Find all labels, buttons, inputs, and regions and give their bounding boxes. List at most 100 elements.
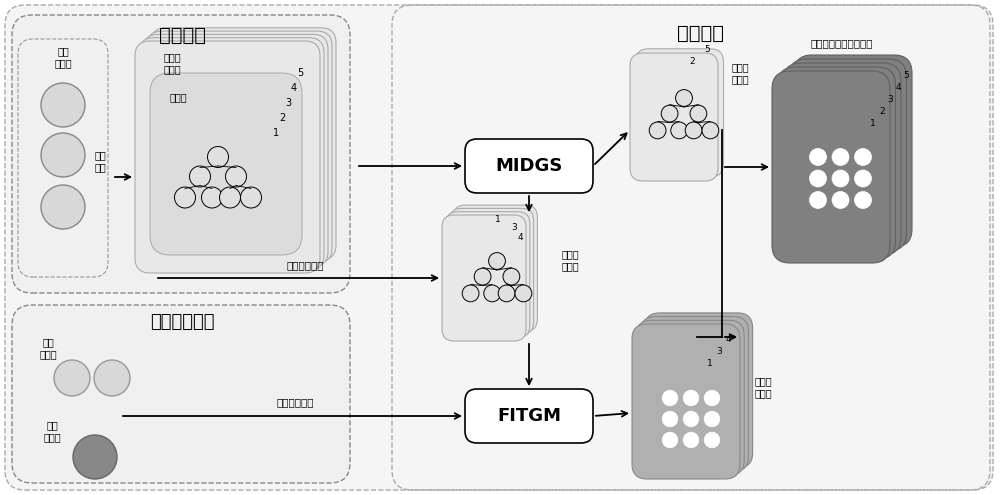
FancyBboxPatch shape (636, 320, 744, 475)
Text: 行为识
别模型: 行为识 别模型 (163, 52, 181, 74)
Circle shape (662, 432, 678, 448)
Text: 1: 1 (273, 128, 279, 138)
FancyBboxPatch shape (5, 5, 993, 490)
Circle shape (704, 432, 720, 448)
Circle shape (515, 285, 532, 302)
Circle shape (462, 285, 479, 302)
FancyBboxPatch shape (12, 15, 350, 293)
Text: 5: 5 (903, 71, 909, 81)
Circle shape (704, 411, 720, 427)
Text: 新增
传感器: 新增 传感器 (43, 420, 61, 442)
Circle shape (503, 268, 520, 285)
FancyBboxPatch shape (636, 49, 724, 177)
FancyBboxPatch shape (630, 53, 718, 181)
FancyBboxPatch shape (446, 212, 530, 338)
Text: 4: 4 (291, 83, 297, 93)
Text: 1: 1 (707, 358, 713, 367)
Text: 模型构建: 模型构建 (158, 26, 206, 45)
FancyBboxPatch shape (151, 28, 336, 260)
FancyBboxPatch shape (453, 205, 537, 331)
Text: 5: 5 (297, 68, 303, 78)
Circle shape (683, 411, 699, 427)
Circle shape (662, 390, 678, 406)
Circle shape (649, 122, 666, 139)
Text: 初始
传感器: 初始 传感器 (39, 337, 57, 359)
FancyBboxPatch shape (139, 38, 324, 270)
Circle shape (685, 122, 702, 139)
FancyBboxPatch shape (465, 389, 593, 443)
Circle shape (810, 170, 826, 187)
Circle shape (854, 170, 871, 187)
Circle shape (208, 147, 229, 167)
Circle shape (810, 192, 826, 208)
Text: 更新后
决策树: 更新后 决策树 (755, 376, 773, 398)
Text: 4: 4 (895, 84, 901, 93)
Circle shape (690, 105, 707, 122)
Circle shape (702, 122, 719, 139)
FancyBboxPatch shape (783, 63, 901, 255)
Text: 未更新
决策树: 未更新 决策树 (732, 62, 750, 84)
Circle shape (676, 90, 692, 106)
Text: 第一增量数据: 第一增量数据 (286, 260, 324, 270)
Circle shape (54, 360, 90, 396)
Circle shape (73, 435, 117, 479)
Text: 3: 3 (716, 346, 722, 355)
Circle shape (683, 390, 699, 406)
Text: 2: 2 (879, 107, 885, 116)
FancyBboxPatch shape (450, 208, 534, 335)
Circle shape (220, 187, 241, 208)
Circle shape (832, 192, 849, 208)
FancyBboxPatch shape (788, 59, 906, 251)
Text: 5: 5 (704, 45, 710, 53)
Circle shape (190, 166, 210, 187)
FancyBboxPatch shape (465, 139, 593, 193)
Circle shape (671, 122, 688, 139)
FancyBboxPatch shape (772, 71, 890, 263)
FancyBboxPatch shape (147, 31, 332, 263)
Circle shape (175, 187, 196, 208)
Circle shape (489, 252, 505, 269)
Circle shape (704, 390, 720, 406)
FancyBboxPatch shape (143, 34, 328, 266)
Text: 初始
传感器: 初始 传感器 (54, 46, 72, 68)
Text: 第二增量数据: 第二增量数据 (276, 397, 314, 407)
Circle shape (661, 105, 678, 122)
Circle shape (226, 166, 247, 187)
Text: 3: 3 (285, 98, 291, 108)
Circle shape (240, 187, 262, 208)
Text: FITGM: FITGM (497, 407, 561, 425)
Text: 增量特征获取: 增量特征获取 (150, 313, 214, 331)
Text: 模型更新: 模型更新 (676, 23, 724, 43)
Text: 更新后的行为识别模型: 更新后的行为识别模型 (811, 38, 873, 48)
Text: 1: 1 (870, 119, 876, 129)
FancyBboxPatch shape (18, 39, 108, 277)
FancyBboxPatch shape (150, 73, 302, 255)
Circle shape (498, 285, 515, 302)
Circle shape (474, 268, 491, 285)
Circle shape (683, 432, 699, 448)
Text: 4: 4 (725, 335, 731, 344)
Circle shape (810, 148, 826, 165)
Circle shape (94, 360, 130, 396)
Text: 3: 3 (511, 224, 517, 233)
Text: MIDGS: MIDGS (495, 157, 563, 175)
FancyBboxPatch shape (794, 55, 912, 247)
FancyBboxPatch shape (645, 313, 753, 468)
Circle shape (41, 185, 85, 229)
Circle shape (832, 148, 849, 165)
Circle shape (854, 148, 871, 165)
Text: 1: 1 (495, 215, 501, 225)
FancyBboxPatch shape (135, 41, 320, 273)
Text: 4: 4 (517, 233, 523, 242)
Text: 待更新
决策树: 待更新 决策树 (562, 249, 580, 271)
Text: 3: 3 (887, 96, 893, 104)
Text: 初始
数据: 初始 数据 (94, 150, 106, 172)
Circle shape (662, 411, 678, 427)
Text: 2: 2 (279, 113, 285, 123)
Circle shape (854, 192, 871, 208)
FancyBboxPatch shape (778, 67, 896, 259)
FancyBboxPatch shape (640, 317, 748, 472)
FancyBboxPatch shape (12, 305, 350, 483)
Circle shape (832, 170, 849, 187)
FancyBboxPatch shape (442, 215, 526, 341)
